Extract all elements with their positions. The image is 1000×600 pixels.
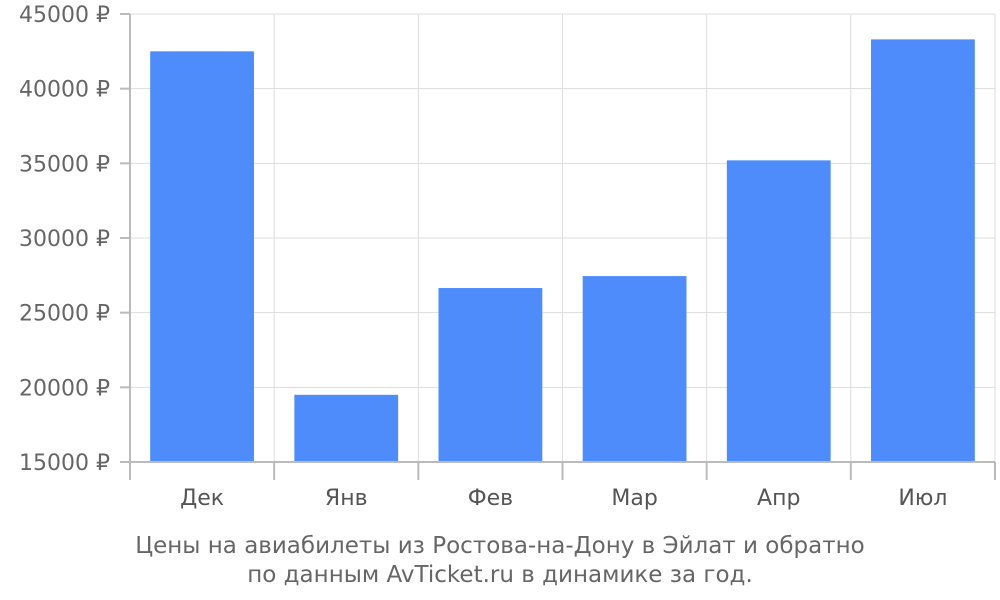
chart-caption: Цены на авиабилеты из Ростова-на-Дону в … <box>0 532 1000 590</box>
y-tick-label: 25000 ₽ <box>19 302 110 327</box>
caption-line-2: по данным AvTicket.ru в динамике за год. <box>247 562 753 588</box>
grid <box>130 13 996 463</box>
x-tick-label: Янв <box>325 486 368 511</box>
bar-chart: 15000 ₽ 20000 ₽ 25000 ₽ 30000 ₽ 35000 ₽ 40000… <box>19 3 996 511</box>
y-tick-label: 15000 ₽ <box>19 451 110 476</box>
y-tick-label: 45000 ₽ <box>19 3 110 28</box>
y-tick-label: 40000 ₽ <box>19 78 110 103</box>
caption-line-1: Цены на авиабилеты из Ростова-на-Дону в … <box>135 533 865 559</box>
axes <box>120 13 996 480</box>
bar-6[interactable] <box>871 39 975 463</box>
y-tick-label: 30000 ₽ <box>19 227 110 252</box>
x-tick-labels: Дек Янв Фев Мар Апр Июл <box>180 486 947 511</box>
x-tick-label: Апр <box>757 486 800 511</box>
bar-4[interactable] <box>582 276 687 462</box>
y-tick-labels: 15000 ₽ 20000 ₽ 25000 ₽ 30000 ₽ 35000 ₽ 40000… <box>19 3 110 476</box>
bar-3[interactable] <box>438 288 543 462</box>
x-tick-label: Дек <box>180 486 224 511</box>
y-tick-label: 20000 ₽ <box>19 376 110 401</box>
bar-2[interactable] <box>294 394 399 462</box>
bars <box>150 39 975 463</box>
bar-5[interactable] <box>726 160 831 462</box>
y-tick-label: 35000 ₽ <box>19 152 110 177</box>
x-tick-label: Фев <box>468 486 513 511</box>
x-tick-label: Мар <box>611 486 657 511</box>
x-tick-label: Июл <box>898 486 947 511</box>
bar-1[interactable] <box>150 51 254 462</box>
